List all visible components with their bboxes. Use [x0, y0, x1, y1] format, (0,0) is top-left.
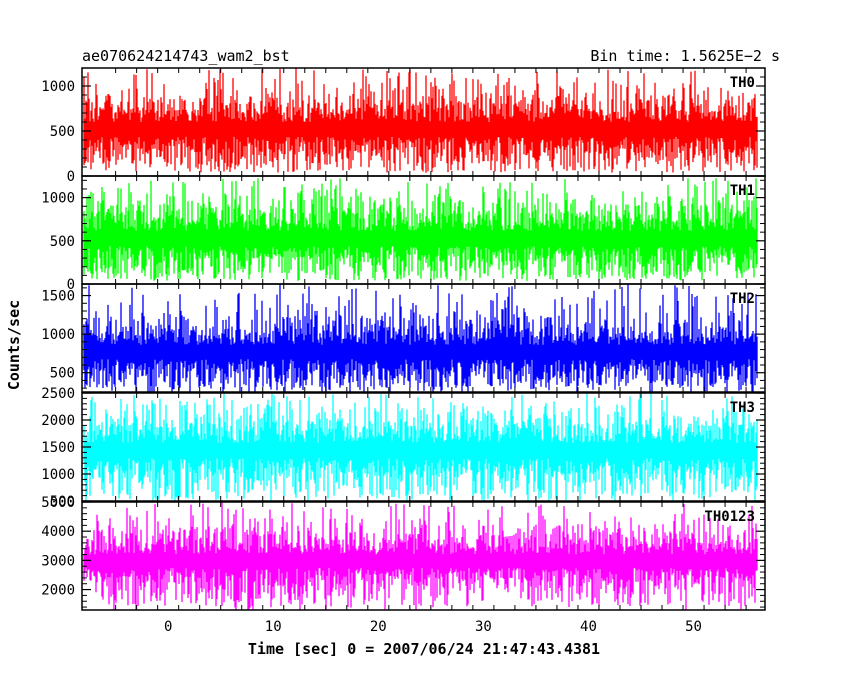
- x-tick-label: 20: [370, 619, 387, 635]
- x-tick-label: 30: [475, 619, 492, 635]
- y-tick-label: 2500: [41, 386, 75, 402]
- y-tick-label: 1000: [41, 327, 75, 343]
- y-tick-label: 500: [50, 494, 75, 510]
- y-tick-label: 4000: [41, 524, 75, 540]
- x-axis-title: Time [sec] 0 = 2007/06/24 21:47:43.4381: [248, 640, 600, 658]
- chart-title-left: ae070624214743_wam2_bst: [82, 47, 290, 65]
- panel-th3: 500 1000 1500 2000 2500 TH3: [41, 386, 766, 510]
- panel-frame: [81, 501, 766, 611]
- panel-label: TH0: [730, 75, 755, 91]
- y-tick-label: 1000: [41, 467, 75, 483]
- panel-th0123: 2000 3000 4000 5000 TH0123: [41, 495, 766, 611]
- y-tick-label: 3000: [41, 553, 75, 569]
- x-tick-label: 10: [265, 619, 282, 635]
- series-th3: [83, 393, 758, 501]
- y-tick-label: 0: [67, 277, 75, 293]
- y-tick-label: 500: [50, 124, 75, 140]
- y-tick-label: 5000: [41, 495, 75, 511]
- series-th0123: [83, 502, 758, 610]
- x-tick-label: 40: [580, 619, 597, 635]
- y-tick-label: 500: [50, 234, 75, 250]
- series-th0: [83, 68, 758, 173]
- y-tick-label: 1500: [41, 440, 75, 456]
- panel-label: TH3: [730, 400, 755, 416]
- panel-label: TH2: [730, 291, 755, 307]
- y-axis-title: Counts/sec: [5, 300, 23, 390]
- panel-label: TH1: [730, 183, 755, 199]
- x-tick-label: 0: [164, 619, 172, 635]
- panel-label: TH0123: [704, 509, 755, 525]
- x-tick-label: 50: [685, 619, 702, 635]
- chart-title-right: Bin time: 1.5625E−2 s: [590, 47, 780, 65]
- panel-th2: 500 1000 1500 TH2: [41, 283, 766, 393]
- y-tick-label: 500: [50, 366, 75, 382]
- series-th1: [83, 178, 758, 281]
- y-tick-label: 2000: [41, 583, 75, 599]
- y-tick-label: 1000: [41, 79, 75, 95]
- y-tick-label: 1500: [41, 289, 75, 305]
- panel-th1: 0 500 1000 TH1: [41, 175, 766, 293]
- panel-th0: 0 500 1000 TH0: [41, 67, 766, 185]
- y-tick-label: 2000: [41, 413, 75, 429]
- panels-group: 0 500 1000 TH0 0 500 1000 TH1 500 1000 1500 TH2 500 1…: [41, 67, 766, 611]
- panel-frame: [81, 283, 766, 393]
- y-tick-label: 1000: [41, 191, 75, 207]
- y-tick-label: 0: [67, 169, 75, 185]
- series-th2: [83, 284, 758, 392]
- x-axis: 0 10 20 30 40 50: [164, 619, 702, 635]
